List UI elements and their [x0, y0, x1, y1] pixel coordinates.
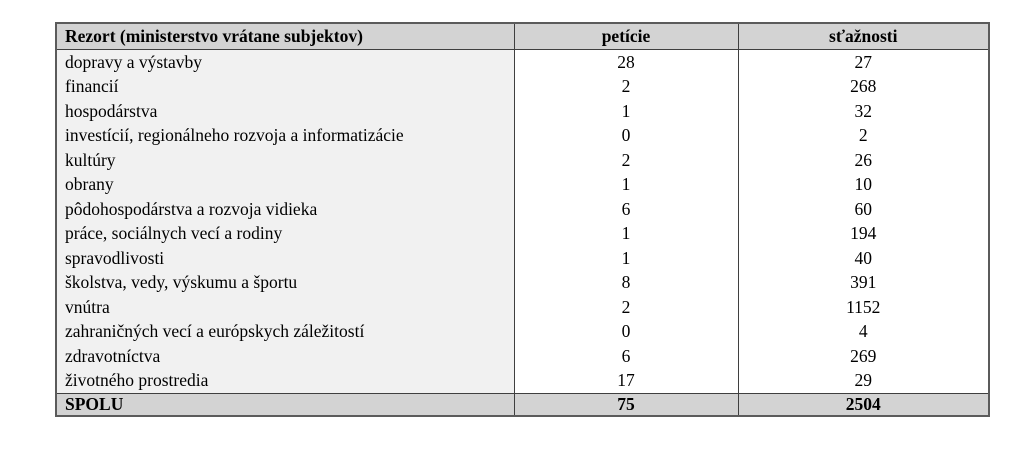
header-staznosti: sťažnosti [737, 23, 990, 50]
peticie-cell: 1 [513, 98, 739, 123]
header-rezort: Rezort (ministerstvo vrátane subjektov) [55, 23, 515, 50]
rezort-cell: pôdohospodárstva a rozvoja vidieka [55, 196, 515, 221]
peticie-cell: 2 [513, 294, 739, 319]
ministries-petitions-complaints-table: Rezort (ministerstvo vrátane subjektov) … [55, 22, 990, 417]
rezort-cell: obrany [55, 172, 515, 197]
table-row: zahraničných vecí a európskych záležitos… [55, 319, 990, 344]
rezort-cell: zahraničných vecí a európskych záležitos… [55, 319, 515, 344]
staznosti-cell: 268 [737, 74, 990, 99]
staznosti-cell: 1152 [737, 294, 990, 319]
table-row: spravodlivosti 1 40 [55, 245, 990, 270]
header-peticie: petície [513, 23, 739, 50]
rezort-cell: dopravy a výstavby [55, 49, 515, 74]
peticie-cell: 6 [513, 343, 739, 368]
rezort-cell: kultúry [55, 147, 515, 172]
peticie-cell: 1 [513, 221, 739, 246]
table-row: kultúry 2 26 [55, 147, 990, 172]
table-row: investícií, regionálneho rozvoja a infor… [55, 123, 990, 148]
rezort-cell: investícií, regionálneho rozvoja a infor… [55, 123, 515, 148]
table-row: zdravotníctva 6 269 [55, 343, 990, 368]
peticie-cell: 0 [513, 319, 739, 344]
table-row: pôdohospodárstva a rozvoja vidieka 6 60 [55, 196, 990, 221]
staznosti-cell: 26 [737, 147, 990, 172]
peticie-cell: 8 [513, 270, 739, 295]
staznosti-cell: 60 [737, 196, 990, 221]
rezort-cell: vnútra [55, 294, 515, 319]
table-row: hospodárstva 1 32 [55, 98, 990, 123]
table-row: školstva, vedy, výskumu a športu 8 391 [55, 270, 990, 295]
rezort-cell: hospodárstva [55, 98, 515, 123]
total-row: SPOLU 75 2504 [55, 392, 990, 416]
table-row: financií 2 268 [55, 74, 990, 99]
staznosti-cell: 27 [737, 49, 990, 74]
rezort-cell: zdravotníctva [55, 343, 515, 368]
staznosti-cell: 194 [737, 221, 990, 246]
table-row: životného prostredia 17 29 [55, 368, 990, 393]
total-peticie: 75 [513, 392, 739, 416]
staznosti-cell: 391 [737, 270, 990, 295]
peticie-cell: 28 [513, 49, 739, 74]
total-staznosti: 2504 [737, 392, 990, 416]
rezort-cell: spravodlivosti [55, 245, 515, 270]
rezort-cell: financií [55, 74, 515, 99]
peticie-cell: 6 [513, 196, 739, 221]
header-row: Rezort (ministerstvo vrátane subjektov) … [55, 23, 990, 50]
peticie-cell: 17 [513, 368, 739, 393]
staznosti-cell: 4 [737, 319, 990, 344]
staznosti-cell: 29 [737, 368, 990, 393]
rezort-cell: životného prostredia [55, 368, 515, 393]
table-row: vnútra 2 1152 [55, 294, 990, 319]
staznosti-cell: 2 [737, 123, 990, 148]
staznosti-cell: 269 [737, 343, 990, 368]
total-label: SPOLU [55, 392, 515, 416]
table-row: dopravy a výstavby 28 27 [55, 49, 990, 74]
peticie-cell: 2 [513, 147, 739, 172]
table-row: práce, sociálnych vecí a rodiny 1 194 [55, 221, 990, 246]
rezort-cell: školstva, vedy, výskumu a športu [55, 270, 515, 295]
staznosti-cell: 32 [737, 98, 990, 123]
peticie-cell: 0 [513, 123, 739, 148]
peticie-cell: 2 [513, 74, 739, 99]
peticie-cell: 1 [513, 172, 739, 197]
staznosti-cell: 10 [737, 172, 990, 197]
staznosti-cell: 40 [737, 245, 990, 270]
rezort-cell: práce, sociálnych vecí a rodiny [55, 221, 515, 246]
table-body: dopravy a výstavby 28 27 financií 2 268 hospod… [55, 49, 990, 393]
peticie-cell: 1 [513, 245, 739, 270]
table-row: obrany 1 10 [55, 172, 990, 197]
